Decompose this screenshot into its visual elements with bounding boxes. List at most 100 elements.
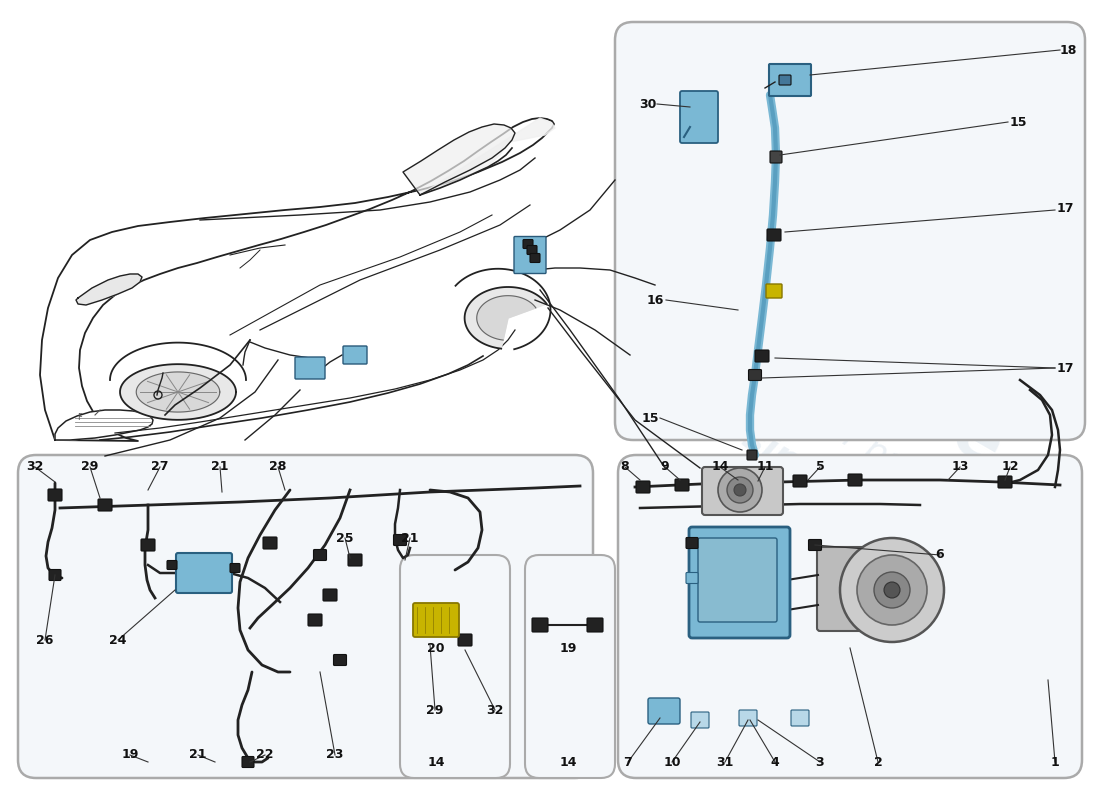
Text: 3: 3 — [816, 755, 824, 769]
FancyBboxPatch shape — [808, 539, 822, 550]
Polygon shape — [464, 287, 547, 349]
FancyBboxPatch shape — [527, 246, 537, 254]
Text: 1: 1 — [1050, 755, 1059, 769]
Text: 22: 22 — [256, 749, 274, 762]
FancyBboxPatch shape — [686, 538, 698, 549]
Text: 21: 21 — [189, 749, 207, 762]
FancyBboxPatch shape — [793, 475, 807, 487]
Text: 27: 27 — [152, 461, 168, 474]
Text: 19: 19 — [121, 749, 139, 762]
Text: 23: 23 — [327, 749, 343, 762]
Text: 8: 8 — [620, 461, 629, 474]
FancyBboxPatch shape — [394, 534, 407, 546]
Text: 10: 10 — [663, 755, 681, 769]
Circle shape — [718, 468, 762, 512]
FancyBboxPatch shape — [680, 91, 718, 143]
FancyBboxPatch shape — [314, 550, 327, 561]
Text: 31: 31 — [716, 755, 734, 769]
FancyBboxPatch shape — [333, 654, 346, 666]
Text: 30: 30 — [639, 98, 657, 110]
FancyBboxPatch shape — [702, 467, 783, 515]
FancyBboxPatch shape — [263, 537, 277, 549]
FancyBboxPatch shape — [412, 603, 459, 637]
FancyBboxPatch shape — [747, 450, 757, 460]
FancyBboxPatch shape — [769, 64, 811, 96]
Text: since 1985: since 1985 — [737, 421, 943, 559]
Text: 32: 32 — [26, 461, 44, 474]
FancyBboxPatch shape — [167, 561, 177, 570]
FancyBboxPatch shape — [848, 474, 862, 486]
FancyBboxPatch shape — [530, 254, 540, 262]
Circle shape — [874, 572, 910, 608]
Text: 28: 28 — [270, 461, 287, 474]
Circle shape — [734, 484, 746, 496]
FancyBboxPatch shape — [348, 554, 362, 566]
FancyBboxPatch shape — [141, 539, 155, 551]
Polygon shape — [403, 124, 515, 195]
Polygon shape — [40, 118, 554, 441]
FancyBboxPatch shape — [998, 476, 1012, 488]
Text: 12: 12 — [1001, 461, 1019, 474]
Text: 6: 6 — [936, 549, 944, 562]
Polygon shape — [55, 410, 153, 440]
FancyBboxPatch shape — [458, 634, 472, 646]
FancyBboxPatch shape — [230, 563, 240, 573]
FancyBboxPatch shape — [636, 481, 650, 493]
Text: 18: 18 — [1059, 43, 1077, 57]
FancyBboxPatch shape — [739, 710, 757, 726]
FancyBboxPatch shape — [615, 22, 1085, 440]
FancyBboxPatch shape — [770, 151, 782, 163]
Circle shape — [840, 538, 944, 642]
Text: 14: 14 — [427, 755, 444, 769]
FancyBboxPatch shape — [18, 455, 593, 778]
FancyBboxPatch shape — [733, 477, 747, 489]
FancyBboxPatch shape — [587, 618, 603, 632]
Text: 19: 19 — [559, 642, 576, 654]
Text: 14: 14 — [712, 461, 728, 474]
Text: 17: 17 — [1056, 202, 1074, 214]
FancyBboxPatch shape — [522, 239, 534, 249]
FancyBboxPatch shape — [779, 75, 791, 85]
FancyBboxPatch shape — [525, 555, 615, 778]
FancyBboxPatch shape — [689, 527, 790, 638]
Text: 5: 5 — [815, 461, 824, 474]
Text: 21: 21 — [211, 461, 229, 474]
FancyBboxPatch shape — [323, 589, 337, 601]
FancyBboxPatch shape — [691, 712, 710, 728]
Circle shape — [884, 582, 900, 598]
FancyBboxPatch shape — [50, 570, 60, 581]
FancyBboxPatch shape — [424, 609, 437, 621]
Text: 16: 16 — [647, 294, 663, 306]
Circle shape — [727, 477, 754, 503]
Polygon shape — [76, 274, 142, 305]
FancyBboxPatch shape — [686, 573, 698, 583]
Text: 25: 25 — [337, 531, 354, 545]
Text: 32: 32 — [486, 703, 504, 717]
FancyBboxPatch shape — [748, 370, 761, 381]
Text: 29: 29 — [81, 461, 99, 474]
FancyBboxPatch shape — [817, 547, 898, 631]
Text: F: F — [78, 413, 82, 422]
FancyBboxPatch shape — [48, 489, 62, 501]
FancyBboxPatch shape — [532, 618, 548, 632]
FancyBboxPatch shape — [295, 357, 324, 379]
Text: 24: 24 — [109, 634, 126, 646]
Text: 2: 2 — [873, 755, 882, 769]
Polygon shape — [420, 118, 556, 195]
Text: 7: 7 — [624, 755, 632, 769]
Text: 15: 15 — [1010, 115, 1026, 129]
Text: 21: 21 — [402, 531, 419, 545]
Text: eurospare: eurospare — [624, 217, 1016, 483]
FancyBboxPatch shape — [618, 455, 1082, 778]
Text: 15: 15 — [641, 411, 659, 425]
FancyBboxPatch shape — [675, 479, 689, 491]
Text: 29: 29 — [427, 703, 443, 717]
FancyBboxPatch shape — [755, 350, 769, 362]
Text: passion for parts: passion for parts — [691, 336, 949, 504]
FancyBboxPatch shape — [98, 499, 112, 511]
FancyBboxPatch shape — [698, 538, 777, 622]
FancyBboxPatch shape — [514, 237, 546, 274]
FancyBboxPatch shape — [242, 757, 254, 767]
Text: 26: 26 — [36, 634, 54, 646]
Text: 14: 14 — [559, 755, 576, 769]
